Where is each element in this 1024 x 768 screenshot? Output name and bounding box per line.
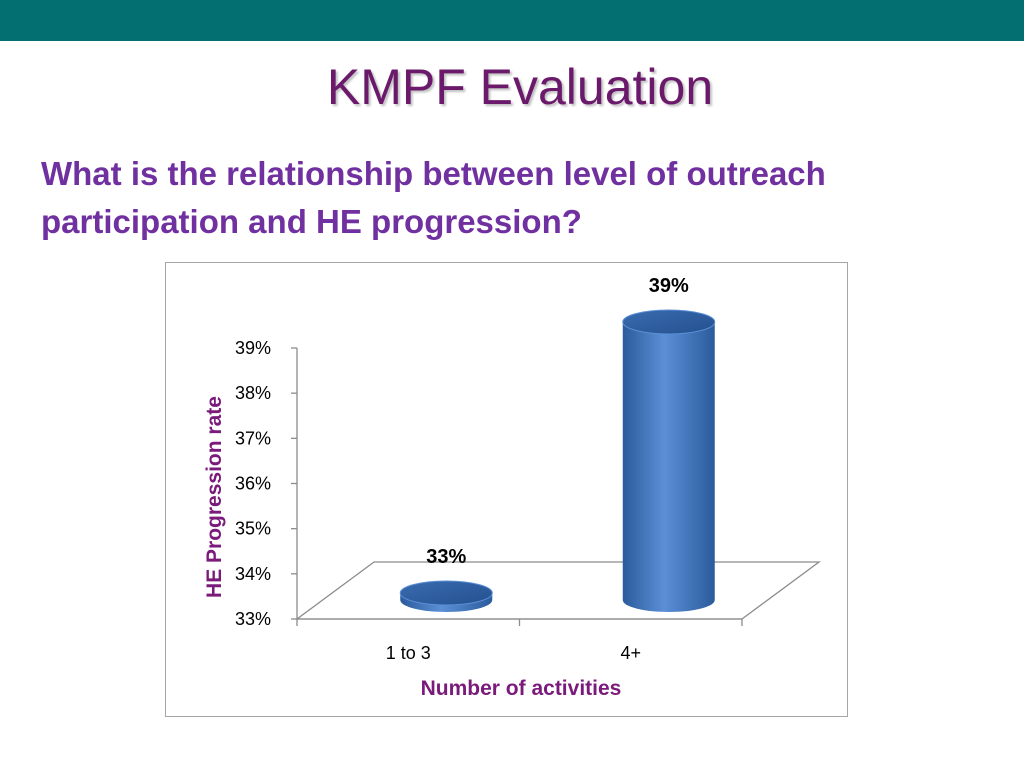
- question-text: What is the relationship between level o…: [41, 155, 826, 240]
- top-band: [0, 0, 1024, 41]
- bar-cap: [622, 309, 716, 335]
- x-tick-label: 1 to 3: [386, 643, 431, 663]
- y-tick-label: 37%: [235, 428, 271, 448]
- chart-floor: [295, 561, 821, 620]
- bar-body: [622, 322, 715, 612]
- data-label: 33%: [426, 546, 466, 568]
- bar-1: [399, 580, 493, 612]
- y-tick-label: 39%: [235, 338, 271, 358]
- y-axis-title: HE Progression rate: [203, 396, 226, 598]
- bar-chart: 33% 34% 35% 36% 37% 38% 39% 33% 1 to 3 39% 4+ HE …: [203, 275, 821, 700]
- data-label: 39%: [649, 275, 689, 297]
- bar-2: [622, 309, 716, 612]
- x-tick-label: 4+: [620, 643, 641, 663]
- y-tick-label: 33%: [235, 609, 271, 629]
- y-tick-label: 36%: [235, 474, 271, 494]
- bar-cap: [399, 580, 493, 606]
- y-tick-label: 34%: [235, 564, 271, 584]
- y-tick-label: 38%: [235, 383, 271, 403]
- y-tick-label: 35%: [235, 519, 271, 539]
- x-axis-title: Number of activities: [421, 677, 622, 700]
- slide-title: KMPF Evaluation: [326, 59, 714, 115]
- chart-frame: 33% 34% 35% 36% 37% 38% 39% 33% 1 to 3 39% 4+ HE …: [165, 262, 848, 717]
